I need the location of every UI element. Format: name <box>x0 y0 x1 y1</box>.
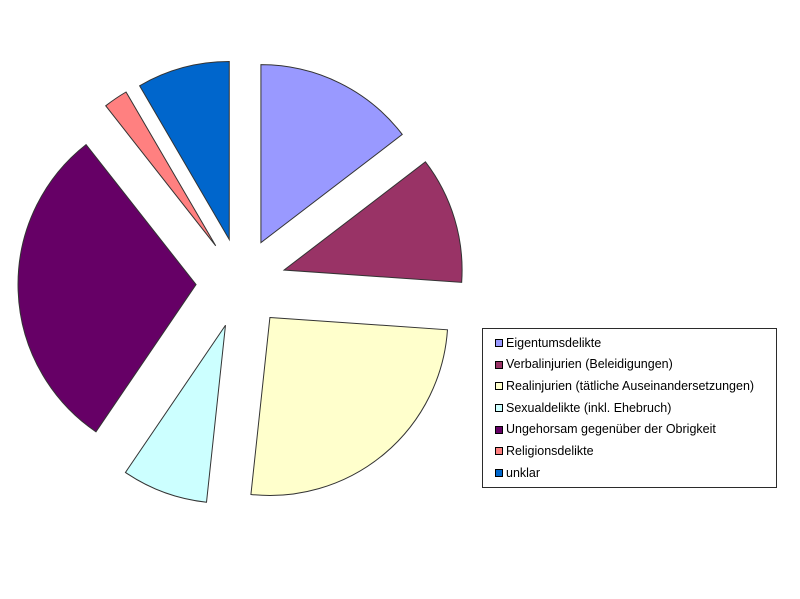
legend-swatch-icon <box>495 447 503 456</box>
pie-slice-4[interactable] <box>124 324 226 503</box>
legend-item[interactable]: Eigentumsdelikte <box>495 337 770 350</box>
legend-swatch-icon <box>495 338 503 347</box>
legend-label: Ungehorsam gegenüber der Obrigkeit <box>506 422 716 437</box>
legend-label: unklar <box>506 465 541 480</box>
pie-slice-1[interactable] <box>260 64 403 244</box>
pie-slice-6[interactable] <box>105 91 217 247</box>
pie-slice-2[interactable] <box>282 161 463 283</box>
legend-label: Eigentumsdelikte <box>506 335 602 350</box>
legend-swatch-icon <box>495 403 503 412</box>
legend-swatch-icon <box>495 360 503 369</box>
legend: Eigentumsdelikte Verbalinjurien (Beleidig… <box>482 328 777 488</box>
pie-slice-7[interactable] <box>138 61 230 242</box>
legend-swatch-icon <box>495 382 503 391</box>
legend-item[interactable]: Religionsdelikte <box>495 445 770 458</box>
legend-label: Sexualdelikte (inkl. Ehebruch) <box>506 400 672 415</box>
legend-label: Religionsdelikte <box>506 444 594 459</box>
legend-item[interactable]: Verbalinjurien (Beleidigungen) <box>495 358 770 371</box>
legend-item[interactable]: Ungehorsam gegenüber der Obrigkeit <box>495 423 770 436</box>
legend-item[interactable]: Realinjurien (tätliche Auseinandersetzun… <box>495 380 770 393</box>
legend-label: Verbalinjurien (Beleidigungen) <box>506 357 673 372</box>
legend-item[interactable]: unklar <box>495 467 770 480</box>
legend-swatch-icon <box>495 469 503 478</box>
legend-item[interactable]: Sexualdelikte (inkl. Ehebruch) <box>495 402 770 415</box>
legend-label: Realinjurien (tätliche Auseinandersetzun… <box>506 379 755 393</box>
legend-swatch-icon <box>495 425 503 434</box>
pie-slice-3[interactable] <box>250 316 449 496</box>
pie-slice-5[interactable] <box>17 143 197 433</box>
